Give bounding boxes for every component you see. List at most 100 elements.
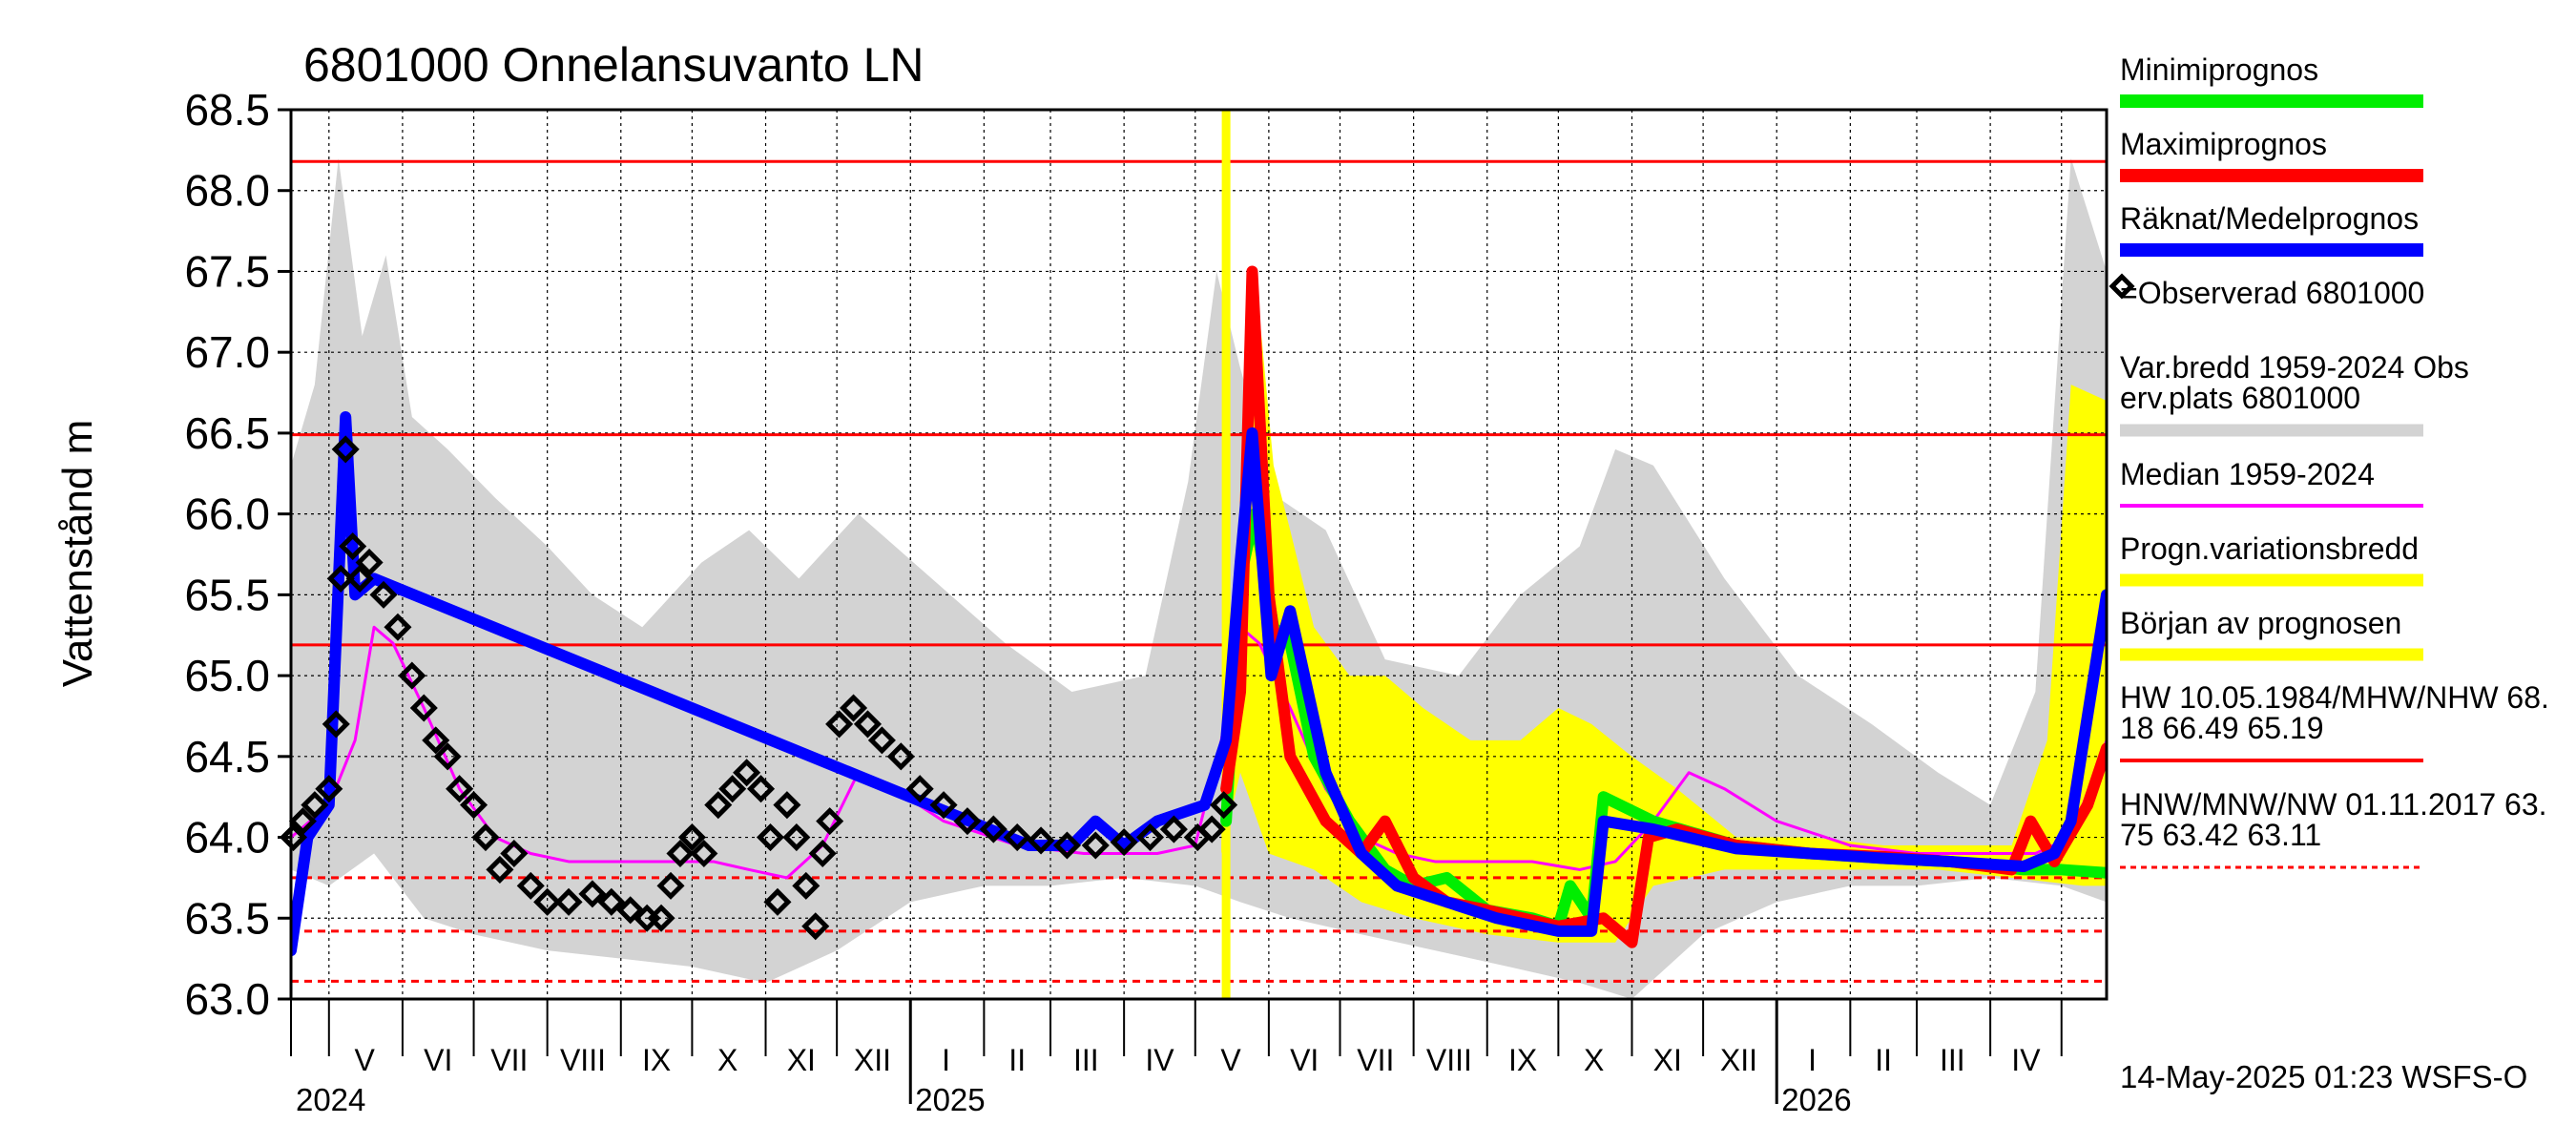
legend-label: Progn.variationsbredd [2120, 531, 2419, 566]
observation-point [867, 726, 896, 755]
legend-label: Maximiprognos [2120, 127, 2327, 161]
observation-point [929, 791, 958, 820]
observation-point [1081, 831, 1110, 860]
observation-point [747, 775, 776, 803]
x-month-label: VIII [560, 1043, 606, 1077]
observation-point [578, 880, 607, 908]
observation-point [331, 435, 360, 464]
observation-point [1027, 826, 1055, 855]
observation-point [597, 887, 626, 916]
x-month-label: VI [1290, 1043, 1319, 1077]
observation-point [279, 823, 308, 852]
x-month-label: I [942, 1043, 950, 1077]
y-tick-label: 63.5 [184, 893, 270, 943]
series-lines-layer [291, 110, 2107, 999]
y-axis-label: Vattenstånd m [54, 420, 101, 687]
observation-point [315, 775, 343, 803]
observation-point [647, 904, 675, 932]
x-year-label: 2025 [915, 1082, 985, 1117]
observation-point [355, 548, 384, 577]
observation-point [533, 887, 562, 916]
observation-point [733, 759, 761, 787]
observation-point [516, 871, 545, 900]
observation-point [704, 791, 733, 820]
observation-point [816, 807, 844, 836]
x-year-label: 2024 [296, 1082, 365, 1117]
observation-point [979, 815, 1008, 843]
observation-point [1052, 831, 1081, 860]
observation-point [301, 791, 329, 820]
legend-label: HNW/MNW/NW 01.11.2017 63. [2120, 787, 2547, 822]
x-month-label: V [354, 1043, 375, 1077]
x-month-label: VII [1357, 1043, 1394, 1077]
y-tick-label: 68.0 [184, 166, 270, 216]
y-tick-label: 65.5 [184, 570, 270, 619]
observation-point [486, 855, 514, 884]
observation-point [773, 791, 801, 820]
x-month-label: IV [2011, 1043, 2041, 1077]
observation-point [1159, 815, 1188, 843]
observation-point [1135, 823, 1165, 852]
axes-layer: 63.0 63.5 64.0 64.5 65.0 65.5 66.0 66.5 67.0 67.5… [184, 85, 2109, 1117]
x-month-label: VIII [1426, 1043, 1472, 1077]
progn-variationsbredd-band [1221, 287, 2107, 943]
x-month-label: III [1073, 1043, 1099, 1077]
observation-markers-layer [279, 435, 1238, 941]
legend-label: Var.bredd 1959-2024 Obs [2120, 350, 2469, 385]
x-month-label: II [1875, 1043, 1892, 1077]
observation-point [825, 710, 854, 739]
observation-point [616, 896, 645, 925]
observation-point [677, 823, 706, 852]
observation-point [808, 839, 837, 868]
observation-point [471, 823, 500, 852]
x-month-label: IX [1508, 1043, 1537, 1077]
x-month-label: IX [642, 1043, 671, 1077]
observation-point [384, 613, 412, 641]
observation-point [763, 887, 792, 916]
observation-point [756, 823, 785, 852]
observation-point [288, 807, 317, 836]
observation-point [801, 912, 830, 941]
observation-point [554, 887, 583, 916]
legend-label: Minimiprognos [2120, 52, 2318, 87]
y-tick-label: 66.0 [184, 489, 270, 539]
x-month-label: III [1940, 1043, 1965, 1077]
observation-point [1210, 791, 1238, 820]
plot-frame [289, 108, 2109, 1001]
observation-point [853, 710, 883, 739]
observation-point [446, 775, 474, 803]
legend-label-2: erv.plats 6801000 [2120, 381, 2360, 415]
legend-label: =Observerad 6801000 [2120, 276, 2424, 310]
observation-point [1003, 823, 1031, 852]
chart-title: 6801000 Onnelansuvanto LN [303, 38, 924, 92]
observation-point [409, 694, 438, 722]
observation-point [666, 839, 695, 868]
observation-point [905, 775, 934, 803]
y-tick-label: 63.0 [184, 974, 270, 1024]
legend-label-2: 75 63.42 63.11 [2120, 818, 2321, 852]
legend-label: Median 1959-2024 [2120, 457, 2375, 491]
y-tick-label: 64.0 [184, 813, 270, 863]
x-month-label: VI [424, 1043, 452, 1077]
legend-marker [2109, 273, 2135, 300]
y-tick-label: 67.0 [184, 327, 270, 377]
observation-point [326, 564, 355, 593]
observation-point [339, 531, 367, 561]
legend: Minimiprognos Maximiprognos Räknat/Medelpr… [2109, 52, 2549, 869]
observation-point [782, 823, 811, 852]
threshold-lines-layer [291, 159, 2107, 983]
x-month-label: XII [1720, 1043, 1757, 1077]
observation-point [1197, 815, 1226, 843]
x-month-label: XI [787, 1043, 816, 1077]
legend-label: Räknat/Medelprognos [2120, 201, 2419, 236]
observation-point [1110, 828, 1138, 857]
x-year-label: 2026 [1781, 1082, 1851, 1117]
observation-point [345, 564, 374, 593]
observation-point [840, 694, 868, 722]
observation-point [656, 871, 685, 900]
legend-label: HW 10.05.1984/MHW/NHW 68. [2120, 680, 2549, 715]
x-month-label: II [1008, 1043, 1026, 1077]
x-month-label: X [717, 1043, 737, 1077]
x-month-label: X [1584, 1043, 1604, 1077]
observation-point [422, 726, 450, 755]
